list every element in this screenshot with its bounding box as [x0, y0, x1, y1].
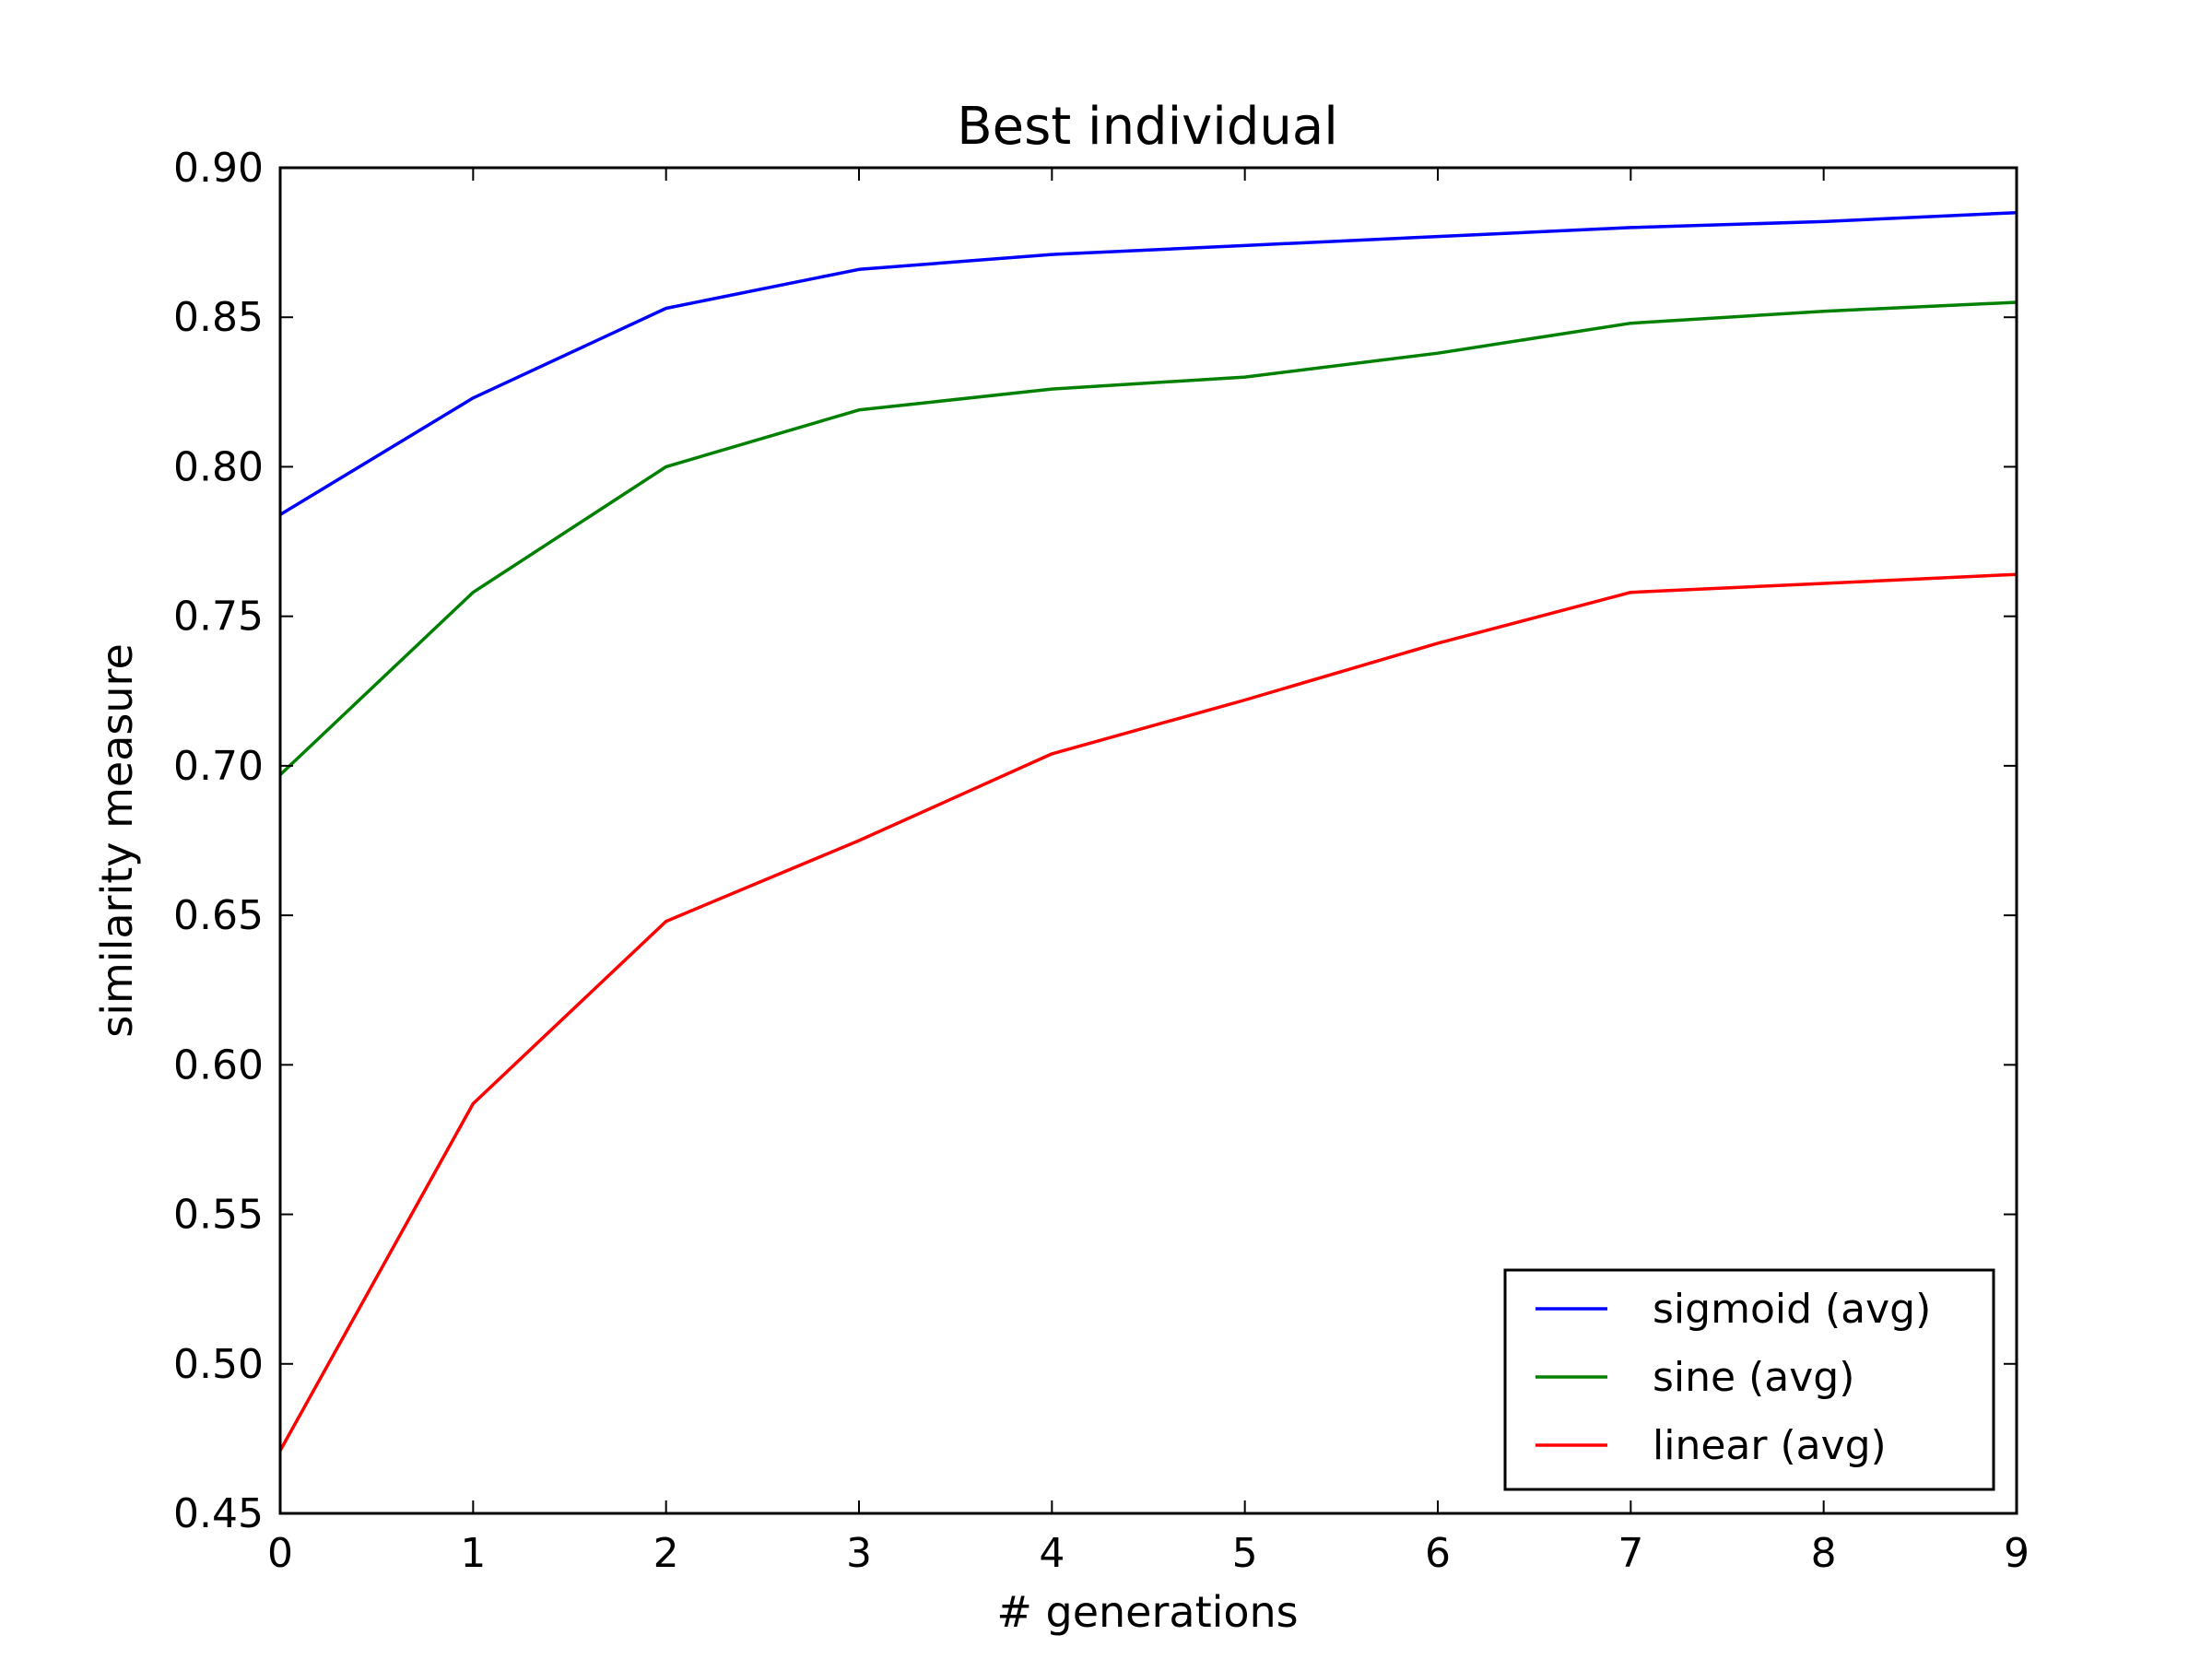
- x-tick-label: 8: [1811, 1530, 1837, 1577]
- x-tick-label: 0: [267, 1530, 293, 1577]
- y-tick-label: 0.90: [173, 145, 264, 192]
- plot-frame: [278, 166, 2018, 1515]
- y-tick-label: 0.85: [173, 294, 264, 341]
- y-tick-label: 0.60: [173, 1041, 264, 1088]
- x-tick-label: 1: [460, 1530, 486, 1577]
- y-tick-label: 0.70: [173, 743, 264, 790]
- x-tick-label: 7: [1618, 1530, 1643, 1577]
- legend-label-0: sigmoid (avg): [1653, 1286, 1931, 1333]
- legend-label-1: sine (avg): [1653, 1354, 1854, 1401]
- x-tick-label: 9: [2004, 1530, 2030, 1577]
- tick-layer: 0 1 2 3 4 5 6 7 8 9 0.45 0.50 0.55 0.60 0.65 0.70 0.75 0.…: [173, 145, 2030, 1577]
- y-axis-label: similarity measure: [92, 643, 142, 1038]
- y-tick-label: 0.75: [173, 594, 264, 641]
- series-line-0: [279, 210, 2018, 516]
- x-tick-label: 3: [846, 1530, 872, 1577]
- x-tick-label: 5: [1232, 1530, 1258, 1577]
- x-tick-label: 2: [653, 1530, 679, 1577]
- x-tick-label: 6: [1425, 1530, 1451, 1577]
- legend-box: [1503, 1268, 1995, 1491]
- x-tick-label: 4: [1039, 1530, 1065, 1577]
- x-axis-label: # generations: [996, 1587, 1298, 1637]
- series-layer: [278, 210, 2018, 1452]
- series-line-1: [278, 300, 2018, 776]
- legend-label-2: linear (avg): [1653, 1422, 1887, 1469]
- y-tick-label: 0.55: [173, 1192, 264, 1239]
- series-line-2: [278, 572, 2018, 1452]
- y-tick-label: 0.65: [173, 892, 264, 939]
- legend: sigmoid (avg) sine (avg) linear (avg): [1503, 1268, 1995, 1491]
- y-tick-label: 0.80: [173, 443, 264, 490]
- chart-title: Best individual: [957, 97, 1338, 157]
- y-tick-label: 0.45: [173, 1490, 264, 1537]
- y-tick-label: 0.50: [173, 1341, 264, 1388]
